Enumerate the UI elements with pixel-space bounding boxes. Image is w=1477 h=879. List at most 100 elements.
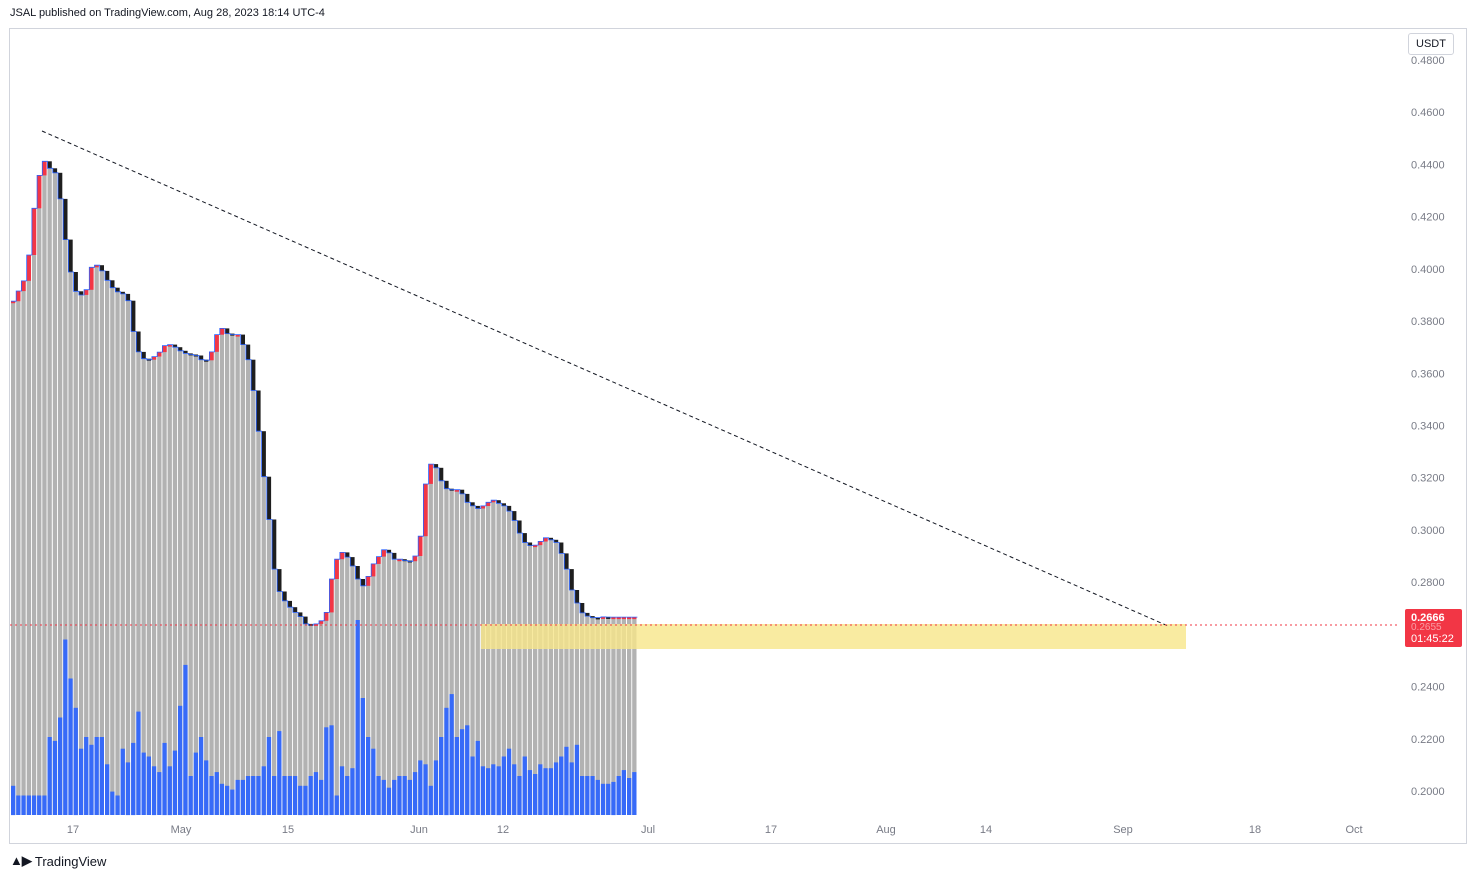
price-bar-cap [517, 520, 522, 533]
volume-bar [313, 772, 319, 815]
price-bar [412, 556, 418, 815]
price-bar [308, 625, 313, 815]
price-bar-cap [63, 198, 68, 240]
price-bar-cap [465, 493, 470, 503]
price-bar-cap [172, 344, 178, 348]
currency-button[interactable]: USDT [1408, 33, 1454, 55]
price-bar [621, 617, 626, 815]
volume-bar [350, 768, 355, 815]
price-bar-cap [266, 476, 272, 520]
volume-bar [84, 737, 89, 815]
price-bar [105, 280, 110, 815]
price-bar [616, 617, 621, 815]
volume-bar [136, 711, 141, 815]
price-bar-cap [501, 503, 506, 506]
volume-bar [94, 737, 99, 815]
x-tick-label: Sep [1113, 824, 1133, 836]
price-bar-cap [105, 270, 110, 281]
price-bar-cap [178, 347, 183, 351]
volume-bar [632, 772, 637, 815]
volume-bar [433, 760, 439, 815]
price-bar [204, 360, 209, 815]
volume-bar [245, 776, 251, 815]
price-bar [167, 344, 172, 815]
volume-bar [235, 779, 240, 815]
close-outline [11, 160, 638, 626]
price-bar-cap [115, 287, 120, 292]
price-bar-cap [360, 579, 365, 586]
price-bar [397, 559, 402, 815]
volume-bar [115, 795, 120, 815]
price-bar-cap [433, 464, 439, 468]
price-bar [21, 280, 26, 815]
price-bar-cap [533, 545, 538, 548]
volume-bar [376, 776, 381, 815]
volume-bar [78, 748, 84, 815]
price-bar-cap [251, 359, 256, 391]
price-bar-cap [475, 505, 480, 509]
price-bar-cap [324, 612, 329, 621]
price-bar [219, 328, 225, 815]
price-bar [52, 172, 58, 816]
volume-bar [496, 766, 501, 816]
volume-bar [465, 725, 470, 815]
volume-bar [178, 705, 183, 815]
volume-bar [590, 776, 595, 815]
x-tick-label: May [171, 824, 192, 836]
volume-bar [52, 740, 58, 815]
price-bar [115, 291, 120, 815]
y-tick-label: 0.3600 [1411, 368, 1445, 380]
price-bar [110, 287, 115, 815]
price-bar [58, 198, 63, 815]
price-bar-cap [298, 612, 303, 617]
volume-bar [63, 639, 68, 815]
price-bar-cap [632, 617, 637, 620]
price-bar [37, 175, 42, 815]
trendline[interactable] [41, 130, 1169, 627]
price-bar-cap [627, 617, 632, 620]
volume-bar [564, 746, 569, 816]
volume-bar [569, 762, 574, 816]
volume-bar [68, 678, 73, 815]
footer-brand[interactable]: ▲▶ TradingView [10, 853, 106, 869]
volume-bar [585, 776, 590, 815]
volume-bar [16, 795, 21, 815]
bar-countdown: 01:45:22 [1411, 633, 1454, 645]
tradingview-logo-icon: ▲▶ [10, 853, 32, 868]
price-bar [266, 519, 272, 815]
price-bar [585, 616, 590, 815]
price-bar [319, 620, 324, 815]
volume-bar [366, 737, 371, 815]
price-bar [136, 351, 141, 815]
volume-bar [621, 770, 626, 815]
price-bar-cap [256, 390, 261, 432]
price-bar-cap [94, 265, 99, 268]
price-bar [366, 576, 371, 815]
price-bar-cap [282, 591, 287, 601]
volume-bar [47, 737, 52, 815]
x-tick-label: Oct [1345, 824, 1362, 836]
price-bar-cap [68, 239, 73, 272]
volume-bar [21, 795, 26, 815]
price-bar [548, 539, 553, 815]
price-bar-cap [204, 359, 209, 362]
volume-bar [397, 776, 402, 815]
price-bar-cap [454, 489, 459, 492]
volume-bar [355, 620, 360, 815]
price-bar-cap [621, 617, 626, 620]
price-bar-cap [371, 563, 376, 577]
price-bar-cap [345, 552, 350, 558]
price-bar-cap [11, 301, 16, 304]
price-bar [16, 291, 21, 815]
price-bar [392, 559, 397, 815]
price-bar [449, 489, 454, 815]
volume-bar [600, 783, 606, 815]
volume-bar [162, 742, 167, 816]
volume-bar [381, 779, 386, 815]
price-bar-cap [277, 569, 282, 592]
price-bar [527, 545, 533, 815]
price-bar-cap [512, 511, 517, 521]
volume-bar [230, 789, 235, 815]
price-bar-cap [31, 208, 37, 255]
